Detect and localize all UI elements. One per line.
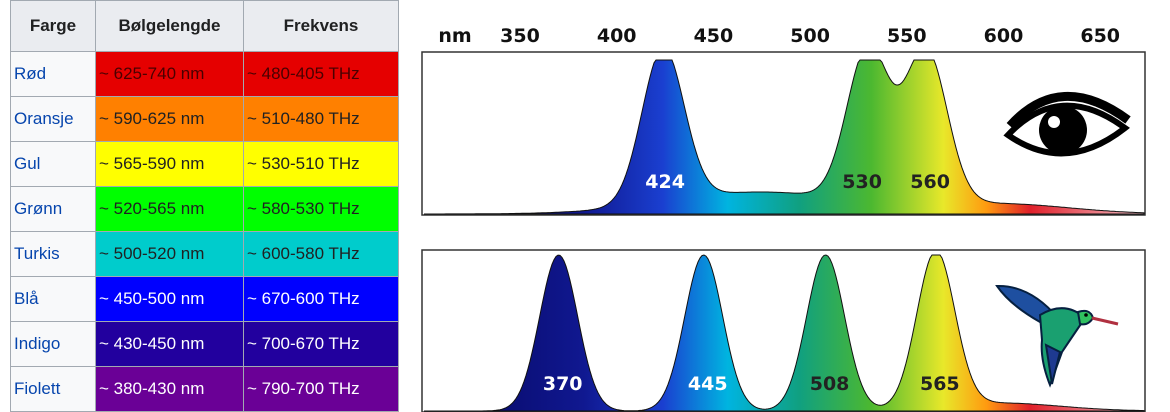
table-row: Oransje ~ 590-625 nm ~ 510-480 THz [10,96,399,142]
color-cell: ~ 670-600 THz [243,276,399,322]
color-cell: ~ 380-430 nm [95,366,244,412]
color-name: Blå [10,276,96,322]
table-row: Indigo ~ 430-450 nm ~ 700-670 THz [10,321,399,367]
table-row: Rød ~ 625-740 nm ~ 480-405 THz [10,51,399,97]
peak-label: 370 [543,373,583,395]
color-name: Fiolett [10,366,96,412]
table-row: Gul ~ 565-590 nm ~ 530-510 THz [10,141,399,187]
table-row: Blå ~ 450-500 nm ~ 670-600 THz [10,276,399,322]
table-body: Rød ~ 625-740 nm ~ 480-405 THz Oransje ~ 590… [10,51,399,412]
axis-unit: nm [438,25,471,47]
color-cell: ~ 530-510 THz [243,141,399,187]
hummingbird-icon [995,284,1119,388]
axis-tick-label: 600 [984,25,1024,47]
table-row: Turkis ~ 500-520 nm ~ 600-580 THz [10,231,399,277]
color-cell: ~ 510-480 THz [243,96,399,142]
color-cell: ~ 590-625 nm [95,96,244,142]
color-cell: ~ 625-740 nm [95,51,244,97]
axis-tick-label: 500 [790,25,830,47]
bird-sensitivity-curve [424,254,1145,412]
color-cell: ~ 700-670 THz [243,321,399,367]
peak-label: 565 [920,373,960,395]
axis-tick-label: 350 [500,25,540,47]
color-cell: ~ 450-500 nm [95,276,244,322]
color-cell: ~ 480-405 THz [243,51,399,97]
axis-tick-label: 650 [1080,25,1120,47]
color-cell: ~ 790-700 THz [243,366,399,412]
color-name: Oransje [10,96,96,142]
color-name: Gul [10,141,96,187]
color-name: Grønn [10,186,96,232]
axis-tick-label: 450 [694,25,734,47]
axis-tick-label: 550 [887,25,927,47]
peak-label: 530 [842,171,882,193]
human-sensitivity-curve [424,59,1145,215]
column-header: Farge [10,0,96,52]
axis-tick-label: 400 [597,25,637,47]
peak-label: 424 [645,171,685,193]
table-row: Fiolett ~ 380-430 nm ~ 790-700 THz [10,366,399,412]
color-cell: ~ 565-590 nm [95,141,244,187]
color-name: Indigo [10,321,96,367]
color-cell: ~ 520-565 nm [95,186,244,232]
table-row: Grønn ~ 520-565 nm ~ 580-530 THz [10,186,399,232]
peak-label: 508 [810,373,850,395]
color-cell: ~ 580-530 THz [243,186,399,232]
peak-label: 560 [910,171,950,193]
peak-label: 445 [688,373,728,395]
color-cell: ~ 600-580 THz [243,231,399,277]
header-row: Farge Bølgelengde Frekvens [10,0,399,52]
color-cell: ~ 430-450 nm [95,321,244,367]
eye-icon [1003,91,1131,157]
color-table: Farge Bølgelengde Frekvens Rød ~ 625-740 nm… [10,0,399,412]
